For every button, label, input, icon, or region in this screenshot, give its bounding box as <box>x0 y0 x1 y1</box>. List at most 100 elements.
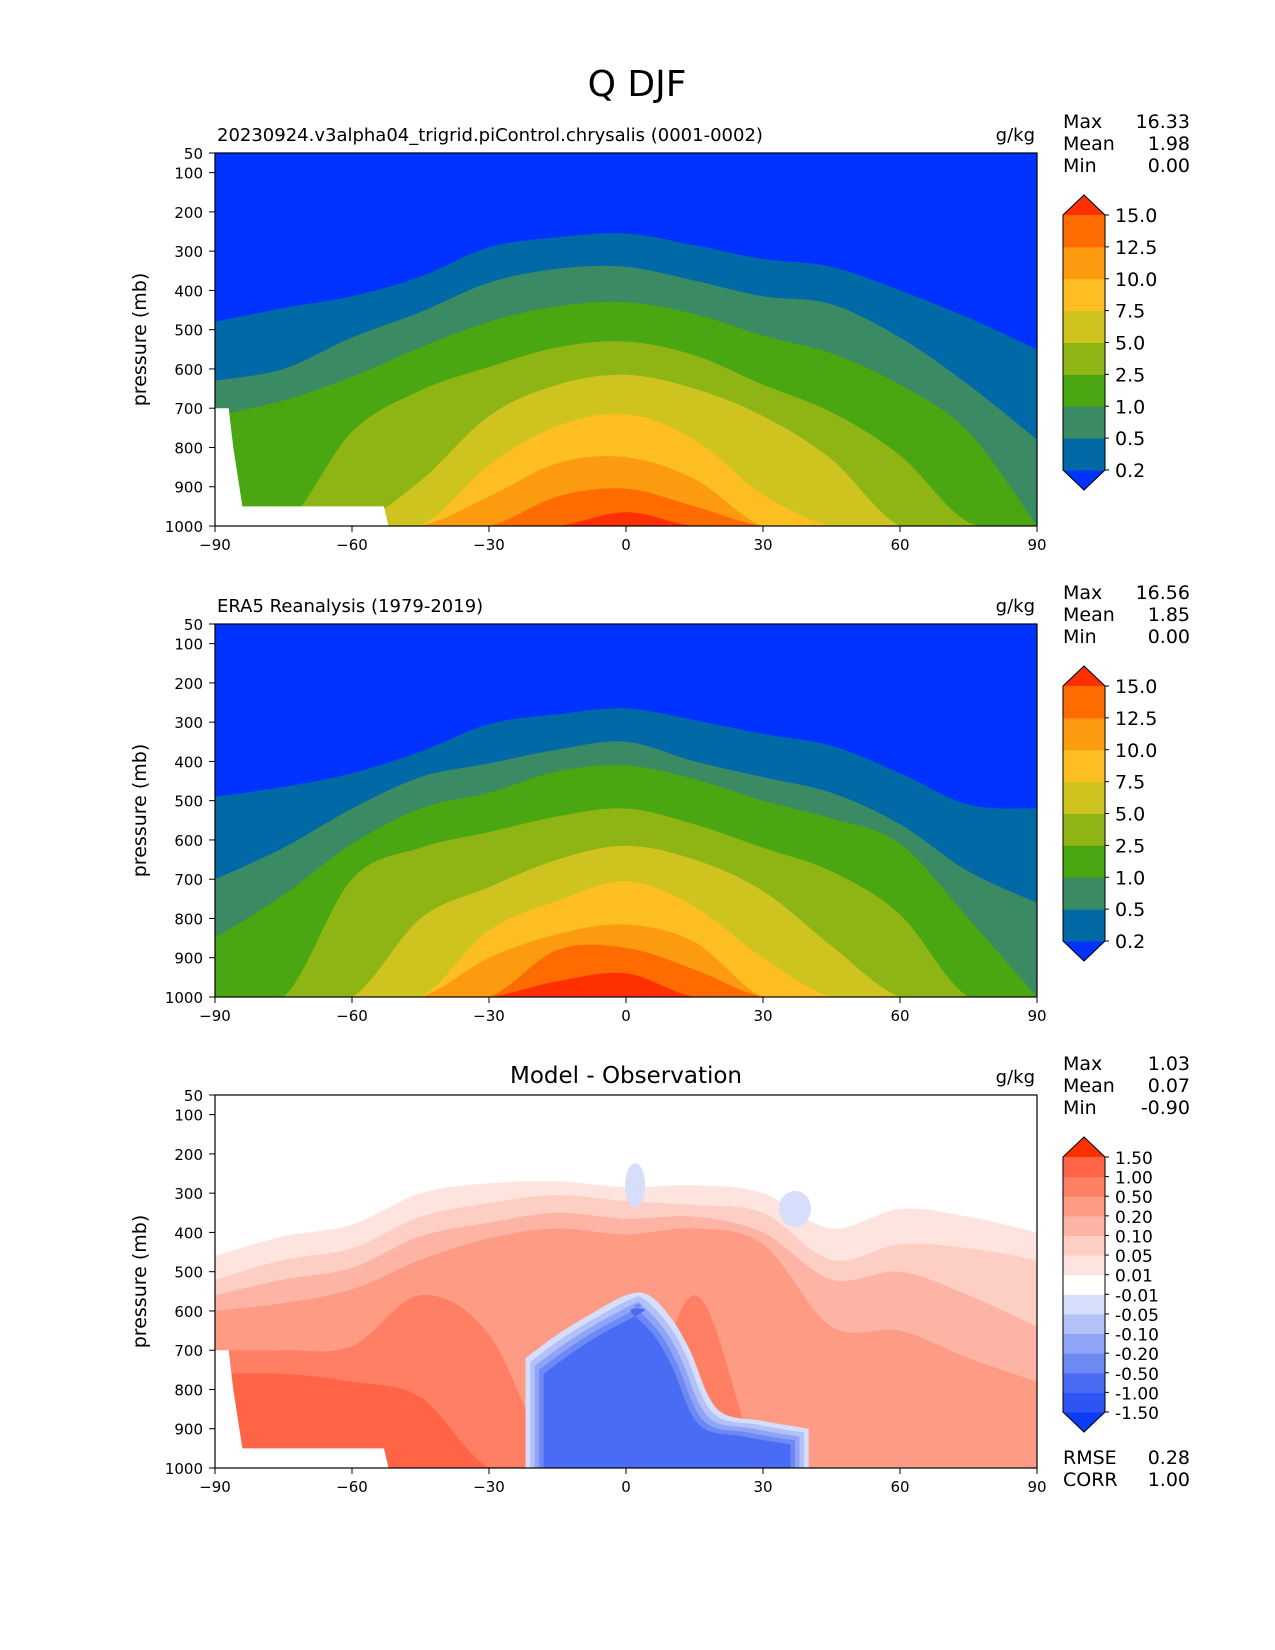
y-tick-label: 700 <box>174 871 203 889</box>
colorbar-tick-label: 15.0 <box>1115 676 1157 698</box>
y-tick-label: 1000 <box>165 518 203 536</box>
y-tick-label: 600 <box>174 832 203 850</box>
x-tick-label: 60 <box>890 536 909 554</box>
y-axis-label: pressure (mb) <box>129 273 151 407</box>
x-tick-label: 30 <box>753 536 772 554</box>
y-tick-label: 600 <box>174 1303 203 1321</box>
colorbar-tick-label: 10.0 <box>1115 740 1157 762</box>
stat-value: 0.00 <box>1148 155 1190 177</box>
x-tick-label: −60 <box>336 1478 368 1496</box>
y-tick-label: 1000 <box>165 1460 203 1478</box>
panel-title: ERA5 Reanalysis (1979-2019) <box>217 596 483 617</box>
x-tick-label: −60 <box>336 1007 368 1025</box>
y-tick-label: 300 <box>174 1185 203 1203</box>
x-tick-label: 90 <box>1027 1007 1046 1025</box>
colorbar-tick-label: -0.05 <box>1115 1306 1159 1326</box>
colorbar-tick-label: 2.5 <box>1115 364 1145 386</box>
colorbar-tick-label: 12.5 <box>1115 708 1157 730</box>
colorbar-tick-label: -1.50 <box>1115 1404 1159 1424</box>
x-tick-label: −30 <box>473 1478 505 1496</box>
negative-blob <box>625 1163 646 1208</box>
x-tick-label: −30 <box>473 1007 505 1025</box>
units-label: g/kg <box>996 596 1035 617</box>
y-tick-label: 800 <box>174 1381 203 1399</box>
colorbar-extend-max <box>1063 1137 1105 1157</box>
stat-label: Mean <box>1063 133 1115 155</box>
contour-fill <box>215 624 1037 997</box>
x-tick-label: 0 <box>621 1478 631 1496</box>
colorbar-segment <box>1063 1176 1105 1197</box>
colorbar-tick-label: 7.5 <box>1115 301 1145 323</box>
y-tick-label: 500 <box>174 1264 203 1282</box>
colorbar-tick-label: 1.0 <box>1115 867 1145 889</box>
stat-value: 1.03 <box>1148 1053 1190 1075</box>
colorbar-tick-label: 0.05 <box>1115 1247 1153 1267</box>
figure-title: Q DJF <box>588 64 687 105</box>
colorbar-tick-label: 0.10 <box>1115 1227 1153 1247</box>
colorbar-segment <box>1063 1333 1105 1354</box>
stat-value: -0.90 <box>1141 1097 1190 1119</box>
stat-label: Min <box>1063 155 1097 177</box>
colorbar-segment <box>1063 717 1105 751</box>
panel-title: 20230924.v3alpha04_trigrid.piControl.chr… <box>217 125 763 146</box>
colorbar-segment <box>1063 406 1105 439</box>
contour-band-12.5 <box>215 944 1037 997</box>
y-tick-label: 500 <box>174 322 203 340</box>
y-tick-label: 800 <box>174 910 203 928</box>
x-tick-label: 0 <box>621 1007 631 1025</box>
colorbar-segment <box>1063 1313 1105 1335</box>
colorbar-tick-label: 2.5 <box>1115 835 1145 857</box>
y-tick-label: 200 <box>174 204 203 222</box>
x-tick-label: −60 <box>336 536 368 554</box>
y-tick-label: 300 <box>174 243 203 261</box>
colorbar-extend-min <box>1063 1412 1105 1432</box>
contour-band-15.0 <box>215 972 1037 997</box>
colorbar-segment <box>1063 342 1105 375</box>
x-tick-label: 90 <box>1027 536 1046 554</box>
contour-band-12.5 <box>215 488 1037 526</box>
stat-label: Mean <box>1063 1075 1115 1097</box>
y-tick-label: 50 <box>184 1087 203 1105</box>
stat-value: 16.56 <box>1136 582 1190 604</box>
colorbar-tick-label: 0.2 <box>1115 931 1145 953</box>
y-tick-label: 700 <box>174 400 203 418</box>
y-tick-label: 100 <box>174 636 203 654</box>
colorbar-tick-label: 0.5 <box>1115 899 1145 921</box>
x-tick-label: −90 <box>199 536 231 554</box>
stat-label: RMSE <box>1063 1447 1117 1469</box>
colorbar-segment <box>1063 246 1105 280</box>
contour-fill <box>215 153 1037 526</box>
x-tick-label: −90 <box>199 1007 231 1025</box>
colorbar-segment <box>1063 438 1105 471</box>
stat-label: Max <box>1063 1053 1102 1075</box>
colorbar-segment <box>1063 1372 1105 1393</box>
colorbar-segment <box>1063 781 1105 814</box>
y-tick-label: 200 <box>174 675 203 693</box>
colorbar-tick-label: 10.0 <box>1115 269 1157 291</box>
colorbar-tick-label: 5.0 <box>1115 804 1145 826</box>
colorbar-tick-label: 1.00 <box>1115 1169 1153 1189</box>
y-tick-label: 50 <box>184 616 203 634</box>
colorbar-segment <box>1063 845 1105 878</box>
units-label: g/kg <box>996 1067 1035 1088</box>
units-label: g/kg <box>996 125 1035 146</box>
colorbar-segment <box>1063 813 1105 846</box>
y-tick-label: 900 <box>174 479 203 497</box>
stat-label: Max <box>1063 582 1102 604</box>
y-tick-label: 200 <box>174 1146 203 1164</box>
colorbar-segment <box>1063 1255 1105 1276</box>
y-tick-label: 900 <box>174 950 203 968</box>
stat-label: Max <box>1063 111 1102 133</box>
colorbar-segment <box>1063 1294 1105 1315</box>
stat-value: 16.33 <box>1136 111 1190 133</box>
colorbar-tick-label: 12.5 <box>1115 237 1157 259</box>
colorbar-tick-label: -1.00 <box>1115 1384 1159 1404</box>
negative-blob <box>778 1190 811 1227</box>
colorbar-segment <box>1063 877 1105 910</box>
colorbar-segment <box>1063 1392 1105 1413</box>
colorbar-tick-label: 5.0 <box>1115 333 1145 355</box>
y-tick-label: 100 <box>174 1107 203 1125</box>
colorbar-extend-max <box>1063 195 1105 215</box>
